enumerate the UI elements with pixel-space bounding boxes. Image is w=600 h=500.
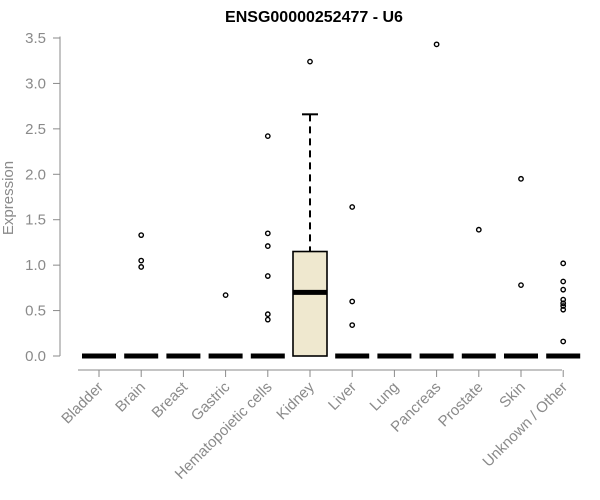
y-tick-label: 0.0: [25, 348, 46, 365]
y-tick-label: 0.5: [25, 303, 46, 320]
x-tick-label: Brain: [112, 379, 149, 416]
x-tick-label: Breast: [149, 378, 192, 421]
y-tick-label: 1.5: [25, 212, 46, 229]
x-tick-label: Skin: [496, 379, 529, 412]
outlier-point: [560, 296, 567, 303]
outlier-point: [560, 286, 567, 293]
outlier-point: [264, 230, 271, 237]
chart-title: ENSG00000252477 - U6: [225, 9, 403, 26]
outlier-point: [560, 303, 567, 309]
outlier-point: [138, 257, 145, 264]
box-brain: [124, 232, 159, 359]
outlier-point: [560, 300, 567, 307]
box-liver: [335, 204, 370, 359]
outlier-point: [264, 273, 271, 279]
outlier-point: [349, 204, 356, 210]
outlier-point: [560, 338, 567, 345]
outlier-point: [475, 226, 482, 233]
outlier-point: [264, 311, 271, 318]
outlier-point: [264, 133, 271, 140]
y-tick-label: 2.5: [25, 121, 46, 138]
outlier-point: [560, 306, 567, 313]
y-ticks: 0.0 0.5 1.0 1.5 2.0 2.5 3.0 3.5: [25, 30, 60, 365]
outlier-point: [138, 232, 145, 239]
outlier-point: [349, 322, 356, 329]
x-tick-label: Bladder: [58, 379, 107, 428]
box-rect: [292, 250, 328, 357]
outlier-point: [349, 298, 356, 305]
y-axis-label: Expression: [0, 161, 17, 235]
outlier-point: [138, 264, 145, 270]
boxes: [82, 41, 581, 359]
y-tick-label: 3.0: [25, 75, 46, 92]
box-hematopoietic-cells: [250, 133, 285, 359]
x-tick-label: Prostate: [435, 379, 487, 431]
outlier-point: [560, 278, 567, 285]
outlier-point: [518, 282, 524, 289]
box-prostate: [461, 226, 496, 359]
outlier-point: [222, 292, 229, 299]
box-skin: [504, 175, 538, 359]
box-unknown-other: [546, 260, 581, 359]
box-pancreas: [419, 41, 454, 359]
outlier-point: [307, 58, 313, 65]
outlier-point: [264, 316, 271, 323]
y-tick-label: 2.0: [25, 166, 46, 183]
y-tick-label: 3.5: [25, 30, 46, 47]
box-gastric: [208, 292, 243, 359]
x-tick-label: Lung: [367, 379, 403, 415]
outlier-point: [560, 260, 567, 267]
y-tick-label: 1.0: [25, 257, 46, 274]
x-tick-label: Kidney: [273, 378, 318, 423]
outlier-point: [518, 175, 524, 182]
box-kidney: [292, 58, 328, 357]
outlier-point: [264, 243, 271, 249]
x-tick-label: Liver: [325, 379, 360, 414]
outlier-point: [433, 41, 440, 48]
